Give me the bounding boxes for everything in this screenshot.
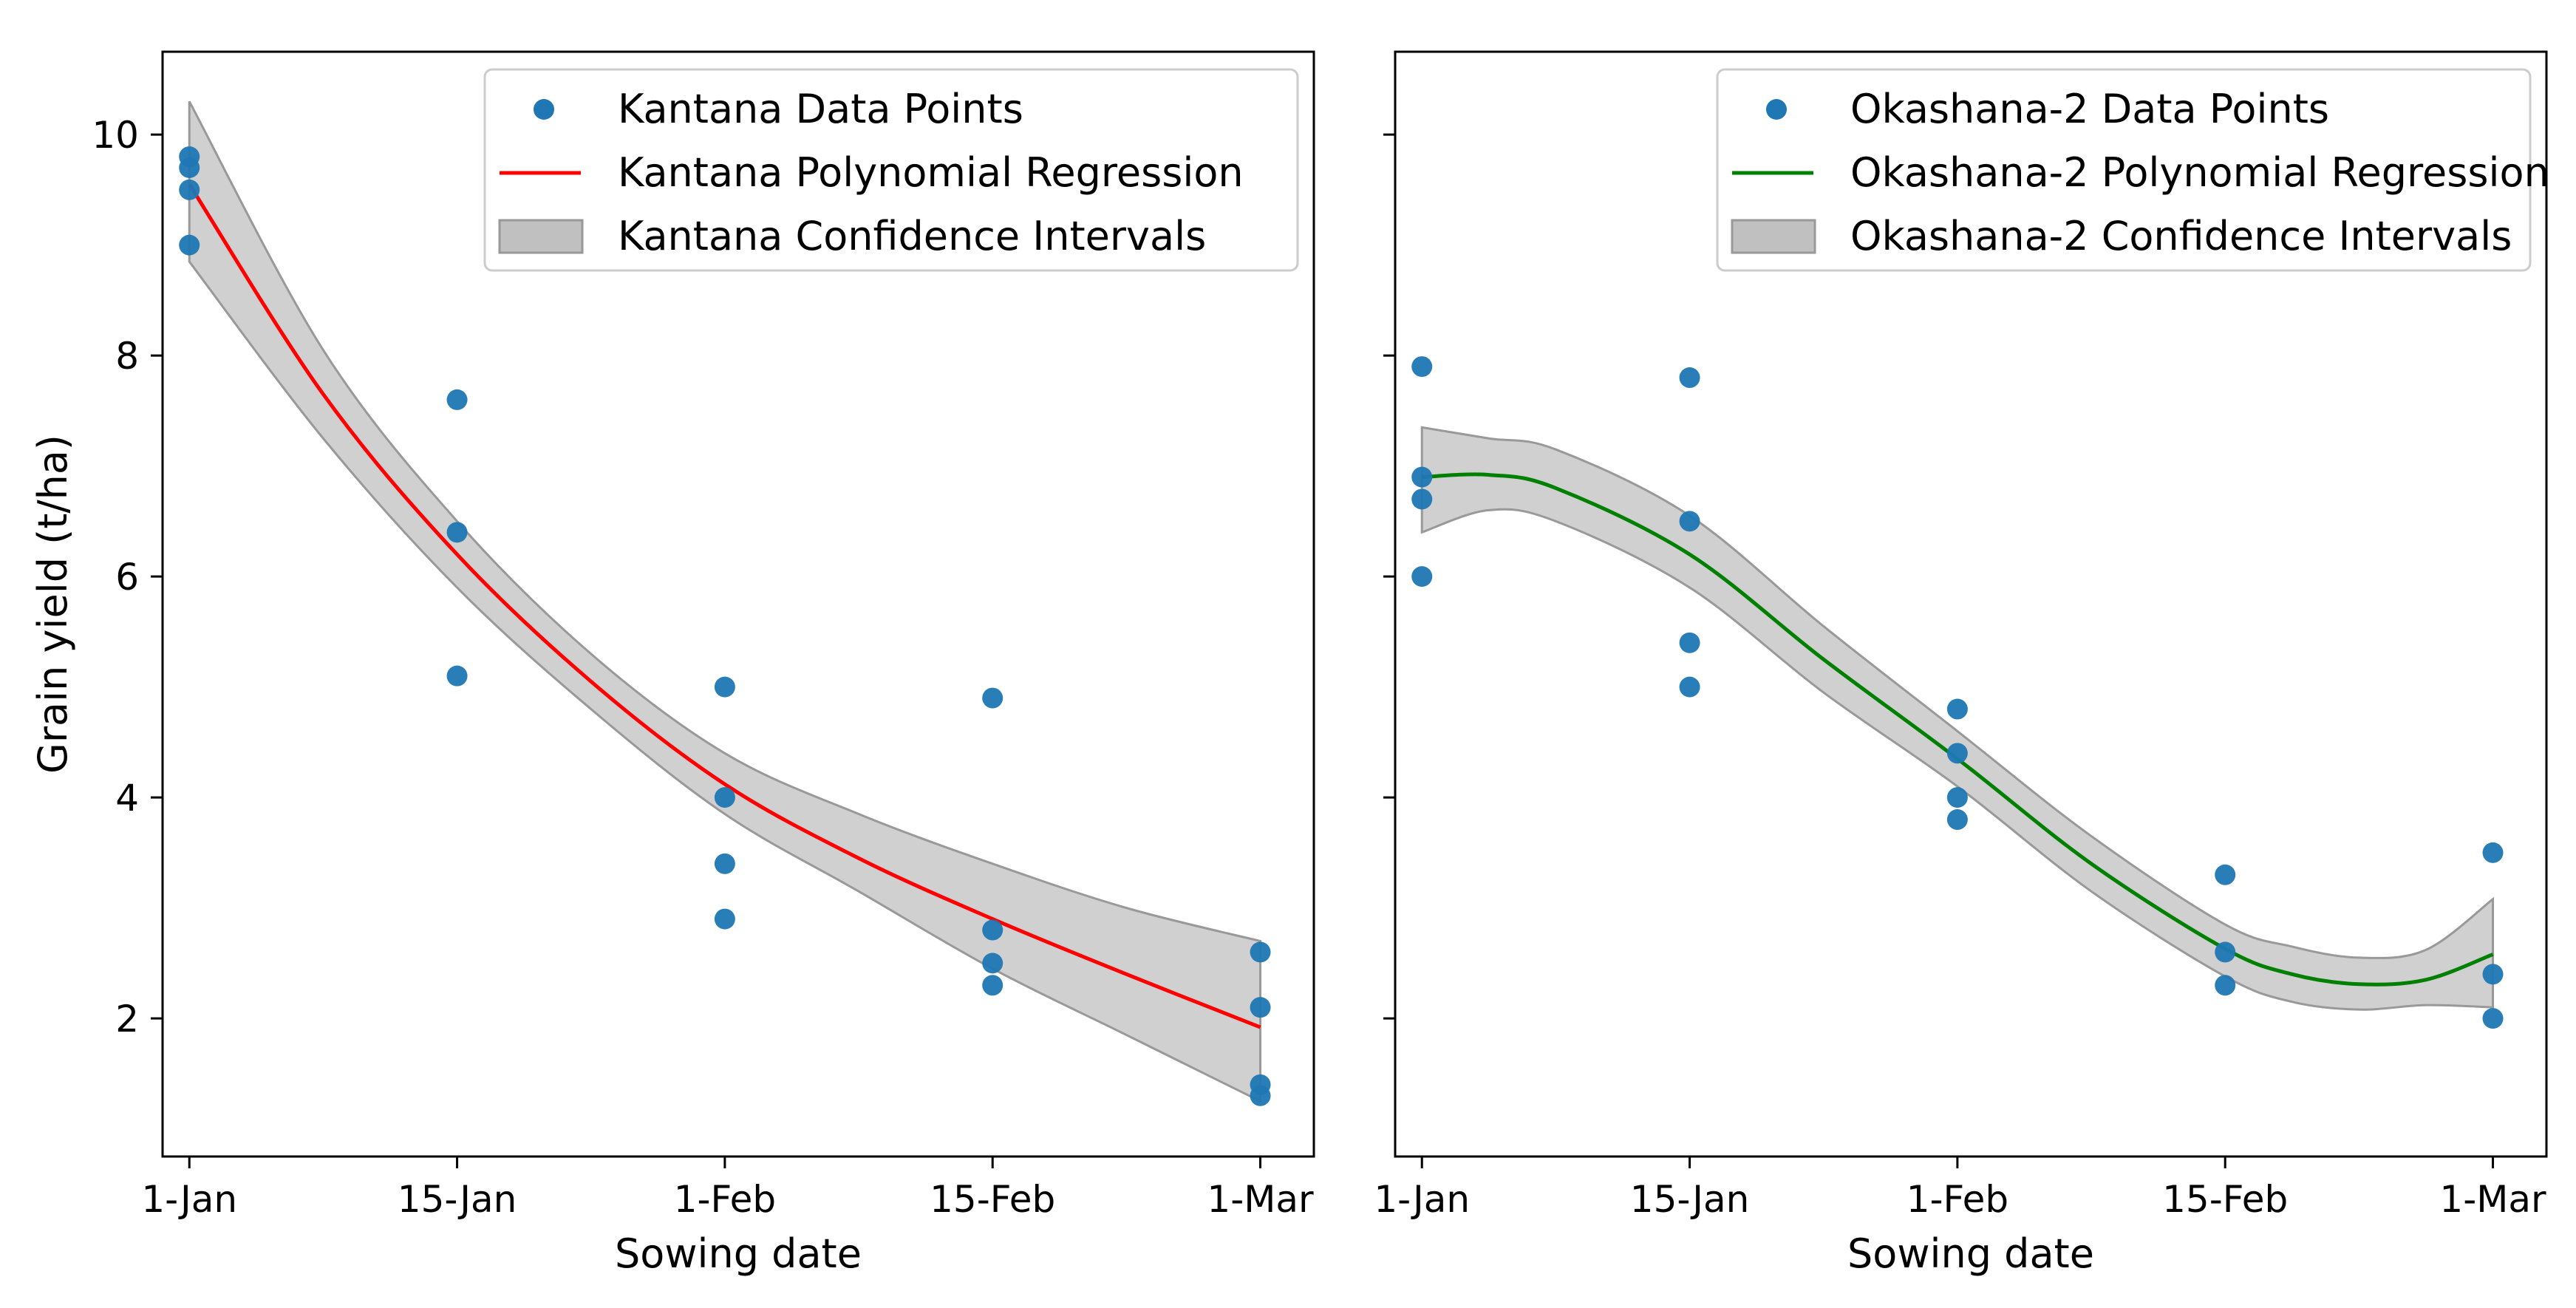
x-axis-label: Sowing date (1847, 1230, 2094, 1277)
axes-frame (161, 50, 1315, 1158)
data-point (1411, 566, 1433, 587)
data-point (1411, 466, 1433, 488)
x-tick-label: 1-Mar (1207, 1178, 1314, 1221)
legend-label-band: Okashana-2 Confidence Intervals (1850, 213, 2512, 259)
x-tick-label: 1-Feb (1907, 1178, 2008, 1221)
data-point (2215, 941, 2236, 963)
legend-label-points: Okashana-2 Data Points (1850, 86, 2329, 132)
legend: Kantana Data Points Kantana Polynomial Re… (483, 68, 1299, 272)
data-point (714, 787, 735, 808)
x-tick-label: 15-Feb (2162, 1178, 2288, 1221)
data-point (1679, 367, 1700, 389)
legend-label-band: Kantana Confidence Intervals (618, 213, 1206, 259)
y-axis-label: Grain yield (t/ha) (30, 435, 76, 774)
y-tick-label: 8 (115, 335, 139, 378)
legend-marker-band (1731, 219, 1816, 254)
data-point (1679, 676, 1700, 698)
data-point (982, 975, 1004, 996)
x-tick-label: 1-Mar (2439, 1178, 2546, 1221)
data-point (179, 157, 200, 178)
data-point (714, 908, 735, 930)
legend-label-line: Kantana Polynomial Regression (618, 149, 1244, 196)
legend-marker-points (1766, 99, 1787, 120)
data-point (982, 919, 1004, 941)
x-axis-label: Sowing date (615, 1230, 862, 1277)
y-tick-label: 6 (115, 556, 139, 599)
y-tick-label: 4 (115, 777, 139, 820)
data-point (446, 522, 468, 543)
data-point (1679, 511, 1700, 532)
data-point (179, 234, 200, 256)
data-point (2482, 1008, 2504, 1029)
legend-box (1716, 68, 2532, 272)
regression-line (188, 183, 1261, 1029)
panel-left: 1-Jan 15-Jan 1-Feb 15-Feb 1-Mar 2 4 6 8 10 Sowing … (30, 50, 1315, 1277)
data-point (714, 853, 735, 874)
x-tick-label: 1-Jan (141, 1178, 237, 1221)
x-tick-label: 1-Feb (674, 1178, 776, 1221)
confidence-band (1420, 426, 2495, 1011)
legend-box (483, 68, 1299, 272)
data-point (1250, 941, 1271, 963)
y-tick-label: 2 (115, 998, 139, 1040)
legend-marker-points (534, 99, 554, 120)
panel-right: 1-Jan 15-Jan 1-Feb 15-Feb 1-Mar Sowing date Ok… (1374, 50, 2549, 1277)
data-point (2482, 964, 2504, 985)
legend-marker-band (498, 219, 584, 254)
legend-label-points: Kantana Data Points (618, 86, 1023, 132)
x-tick-label: 15-Jan (398, 1178, 517, 1221)
data-point (1411, 488, 1433, 510)
data-point (1679, 632, 1700, 653)
data-point (982, 687, 1004, 709)
x-tick-label: 15-Feb (930, 1178, 1055, 1221)
data-point (2482, 842, 2504, 863)
data-point (1946, 698, 1968, 720)
data-point (446, 389, 468, 410)
data-point (2215, 975, 2236, 996)
data-point (982, 953, 1004, 974)
x-tick-label: 1-Jan (1374, 1178, 1470, 1221)
data-point (1946, 743, 1968, 764)
data-point (2215, 864, 2236, 885)
regression-line (1422, 472, 2494, 987)
data-point (1411, 356, 1433, 378)
data-point (1946, 787, 1968, 808)
data-point (179, 179, 200, 200)
data-point (446, 665, 468, 687)
data-point (1946, 809, 1968, 831)
data-point (714, 676, 735, 698)
legend-label-line: Okashana-2 Polynomial Regression (1850, 149, 2549, 196)
data-point (1250, 997, 1271, 1018)
legend: Okashana-2 Data Points Okashana-2 Polynom… (1716, 68, 2549, 272)
y-tick-label: 10 (92, 114, 139, 157)
axes-frame (1394, 50, 2548, 1158)
x-tick-label: 15-Jan (1630, 1178, 1750, 1221)
data-point (1250, 1085, 1271, 1106)
